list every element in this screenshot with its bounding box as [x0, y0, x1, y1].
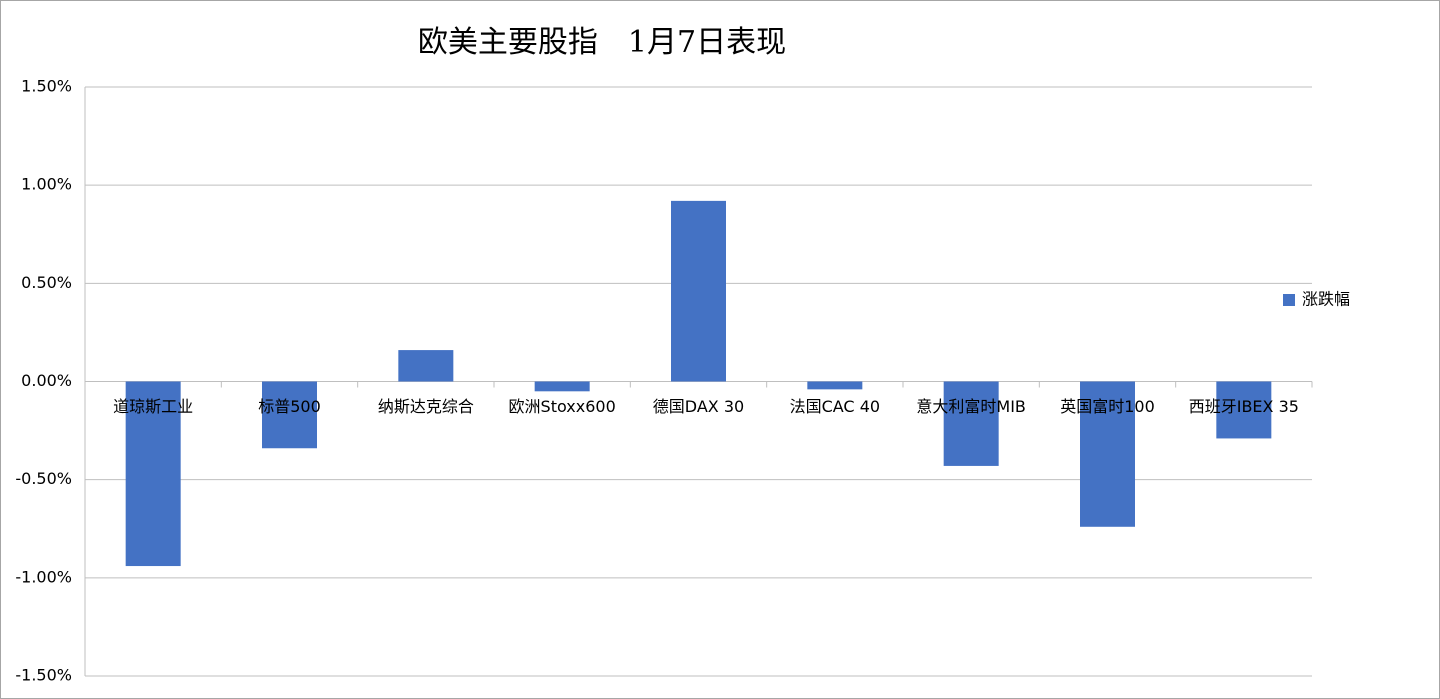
bar: [1216, 381, 1272, 439]
chart-title: 欧美主要股指 1月7日表现: [418, 25, 786, 60]
x-tick-label: 欧洲Stoxx600: [509, 397, 616, 416]
x-tick-label: 道琼斯工业: [113, 397, 193, 416]
bar: [671, 200, 726, 382]
y-tick-label: -0.50%: [15, 469, 72, 488]
legend-label: 涨跌幅: [1302, 290, 1350, 309]
y-tick-label: 1.00%: [21, 175, 72, 194]
bar: [534, 381, 590, 392]
bar: [807, 381, 863, 390]
y-tick-label: -1.50%: [15, 666, 72, 685]
x-tick-label: 德国DAX 30: [653, 397, 744, 416]
y-tick-label: 0.50%: [21, 273, 72, 292]
x-tick-label: 标普500: [258, 397, 321, 416]
legend-swatch: [1283, 294, 1295, 306]
bar: [398, 350, 454, 382]
y-tick-label: -1.00%: [15, 567, 72, 586]
y-tick-label: 1.50%: [21, 77, 72, 96]
x-tick-label: 西班牙IBEX 35: [1189, 397, 1299, 416]
x-tick-label: 意大利富时MIB: [916, 397, 1026, 416]
bar: [125, 381, 181, 567]
bar: [1080, 381, 1135, 527]
x-tick-label: 纳斯达克综合: [378, 397, 474, 416]
x-tick-label: 英国富时100: [1060, 397, 1155, 416]
x-tick-label: 法国CAC 40: [790, 397, 880, 416]
bar: [262, 381, 317, 449]
bar: [943, 381, 999, 466]
y-tick-label: 0.00%: [21, 371, 72, 390]
